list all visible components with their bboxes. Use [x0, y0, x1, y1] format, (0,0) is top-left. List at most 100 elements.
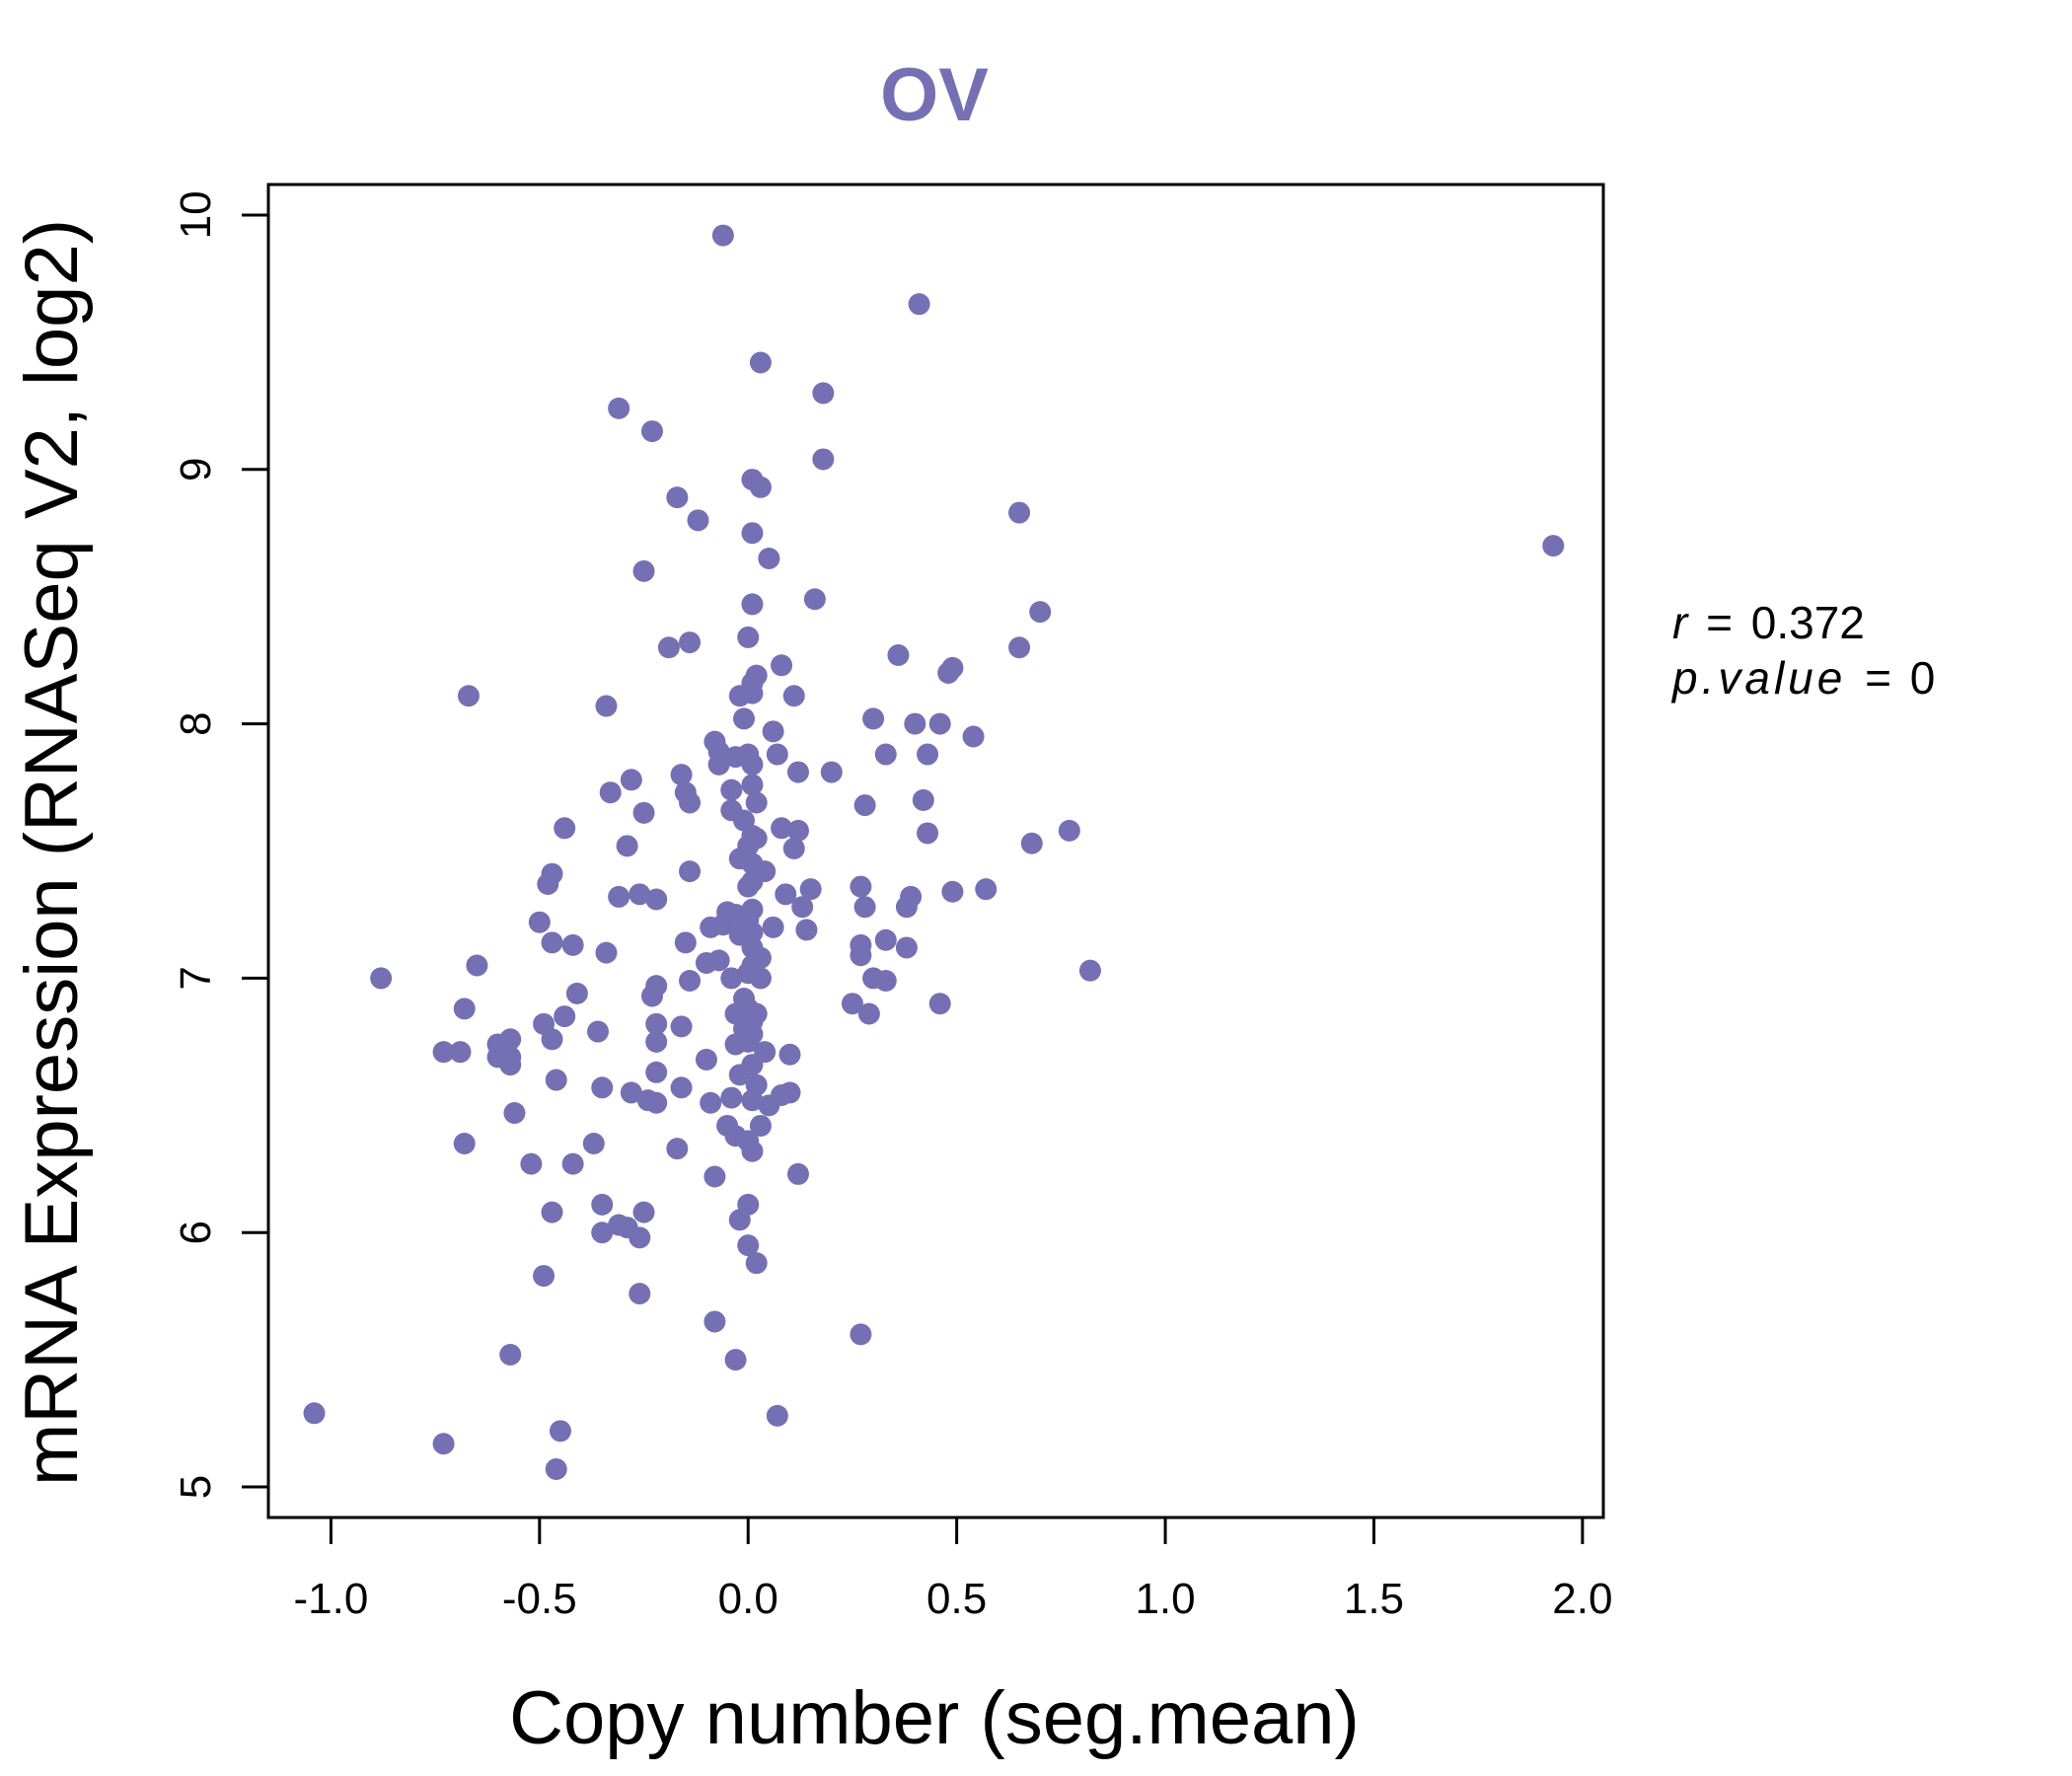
scatter-point [928, 993, 951, 1015]
scatter-point [820, 761, 843, 783]
scatter-point [737, 626, 760, 648]
scatter-point [937, 662, 960, 685]
scatter-point [432, 1433, 455, 1455]
scatter-point [679, 791, 702, 814]
scatter-point [917, 822, 939, 845]
scatter-point [803, 588, 826, 611]
scatter-point [917, 743, 939, 766]
scatter-point [370, 967, 393, 990]
plot-frame [266, 183, 1605, 1519]
y-tick-label: 8 [172, 711, 220, 735]
scatter-point [632, 801, 655, 824]
scatter-point [620, 769, 642, 791]
y-tick-label: 6 [172, 1221, 220, 1244]
scatter-point [679, 631, 702, 654]
scatter-point [687, 509, 709, 532]
scatter-point [541, 1201, 563, 1223]
scatter-point [679, 969, 702, 992]
scatter-point [561, 1152, 584, 1175]
x-tick-label: -0.5 [502, 1575, 577, 1623]
scatter-point [887, 643, 910, 666]
scatter-point [608, 885, 630, 908]
scatter-point [640, 985, 663, 1007]
scatter-point [503, 1102, 526, 1125]
scatter-point [741, 593, 764, 616]
scatter-point [850, 944, 872, 967]
scatter-point [632, 1201, 655, 1223]
scatter-point [766, 743, 788, 766]
scatter-point [812, 382, 835, 405]
scatter-point [449, 1041, 472, 1064]
scatter-point [853, 794, 876, 817]
scatter-point [657, 636, 680, 659]
x-axis: -1.0 -0.5 0.0 0.5 1.0 1.5 2.0 [294, 1516, 1612, 1623]
scatter-point [874, 928, 897, 951]
scatter-point [591, 1193, 614, 1216]
scatter-point [629, 1226, 651, 1249]
scatter-point [541, 1028, 563, 1051]
stat-p-equals: = [1865, 652, 1891, 703]
scatter-point [786, 1162, 809, 1185]
scatter-point [1078, 959, 1101, 982]
scatter-point [762, 916, 784, 938]
scatter-point [724, 746, 747, 769]
chart-title: OV [880, 53, 989, 137]
scatter-point [700, 1091, 722, 1114]
scatter-point [595, 941, 618, 964]
scatter-point [912, 788, 934, 811]
scatter-point [895, 896, 918, 919]
scatter-point [782, 685, 805, 707]
scatter-point [453, 998, 476, 1020]
scatter-point [782, 837, 805, 859]
scatter-point [587, 1020, 610, 1043]
scatter-point [786, 819, 809, 842]
scatter-point [857, 1002, 880, 1025]
scatter-point [707, 753, 730, 776]
scatter-point [853, 896, 876, 919]
y-tick-label: 10 [172, 190, 220, 239]
stat-r-equals: = [1706, 597, 1733, 648]
scatter-point [745, 1252, 768, 1275]
scatter-point [874, 743, 897, 766]
stat-r: r = 0.372 [1672, 597, 1865, 648]
scatter-point [674, 931, 697, 954]
scatter-point [645, 1061, 668, 1083]
y-axis: 5 6 7 8 9 10 [172, 190, 270, 1499]
scatter-point [741, 1089, 764, 1112]
scatter-point [741, 1140, 764, 1162]
scatter-point [541, 931, 563, 954]
scatter-point [895, 936, 918, 959]
scatter-point [608, 397, 630, 419]
scatter-point [432, 1041, 455, 1064]
scatter-point [707, 949, 730, 972]
x-tick-label: 1.0 [1135, 1575, 1195, 1623]
scatter-point [850, 1323, 872, 1346]
scatter-point [629, 1283, 651, 1305]
scatter-point [741, 922, 764, 944]
stat-p-value: 0 [1910, 652, 1936, 703]
scatter-point [537, 873, 559, 896]
scatter-point [758, 548, 780, 570]
scatter-point [1008, 636, 1031, 659]
scatter-point [645, 1091, 668, 1114]
scatter-point [616, 835, 638, 857]
scatter-point [591, 1076, 614, 1099]
scatter-point [466, 954, 488, 977]
stat-r-label: r [1672, 597, 1689, 648]
scatter-point [733, 707, 756, 730]
scatter-point [908, 293, 930, 316]
scatter-point [711, 914, 734, 936]
scatter-point [499, 1054, 522, 1076]
scatter-point [786, 761, 809, 783]
scatter-point [778, 1043, 801, 1066]
scatter-point [758, 1094, 780, 1117]
scatter-point [645, 1012, 668, 1035]
scatter-point [737, 875, 760, 898]
scatter-point [645, 1030, 668, 1053]
scatter-point [695, 1048, 717, 1071]
scatter-point [666, 486, 689, 509]
scatter-point [591, 1221, 614, 1244]
scatter-point [703, 1165, 726, 1188]
scatter-point [645, 888, 668, 911]
scatter-point [640, 420, 663, 443]
